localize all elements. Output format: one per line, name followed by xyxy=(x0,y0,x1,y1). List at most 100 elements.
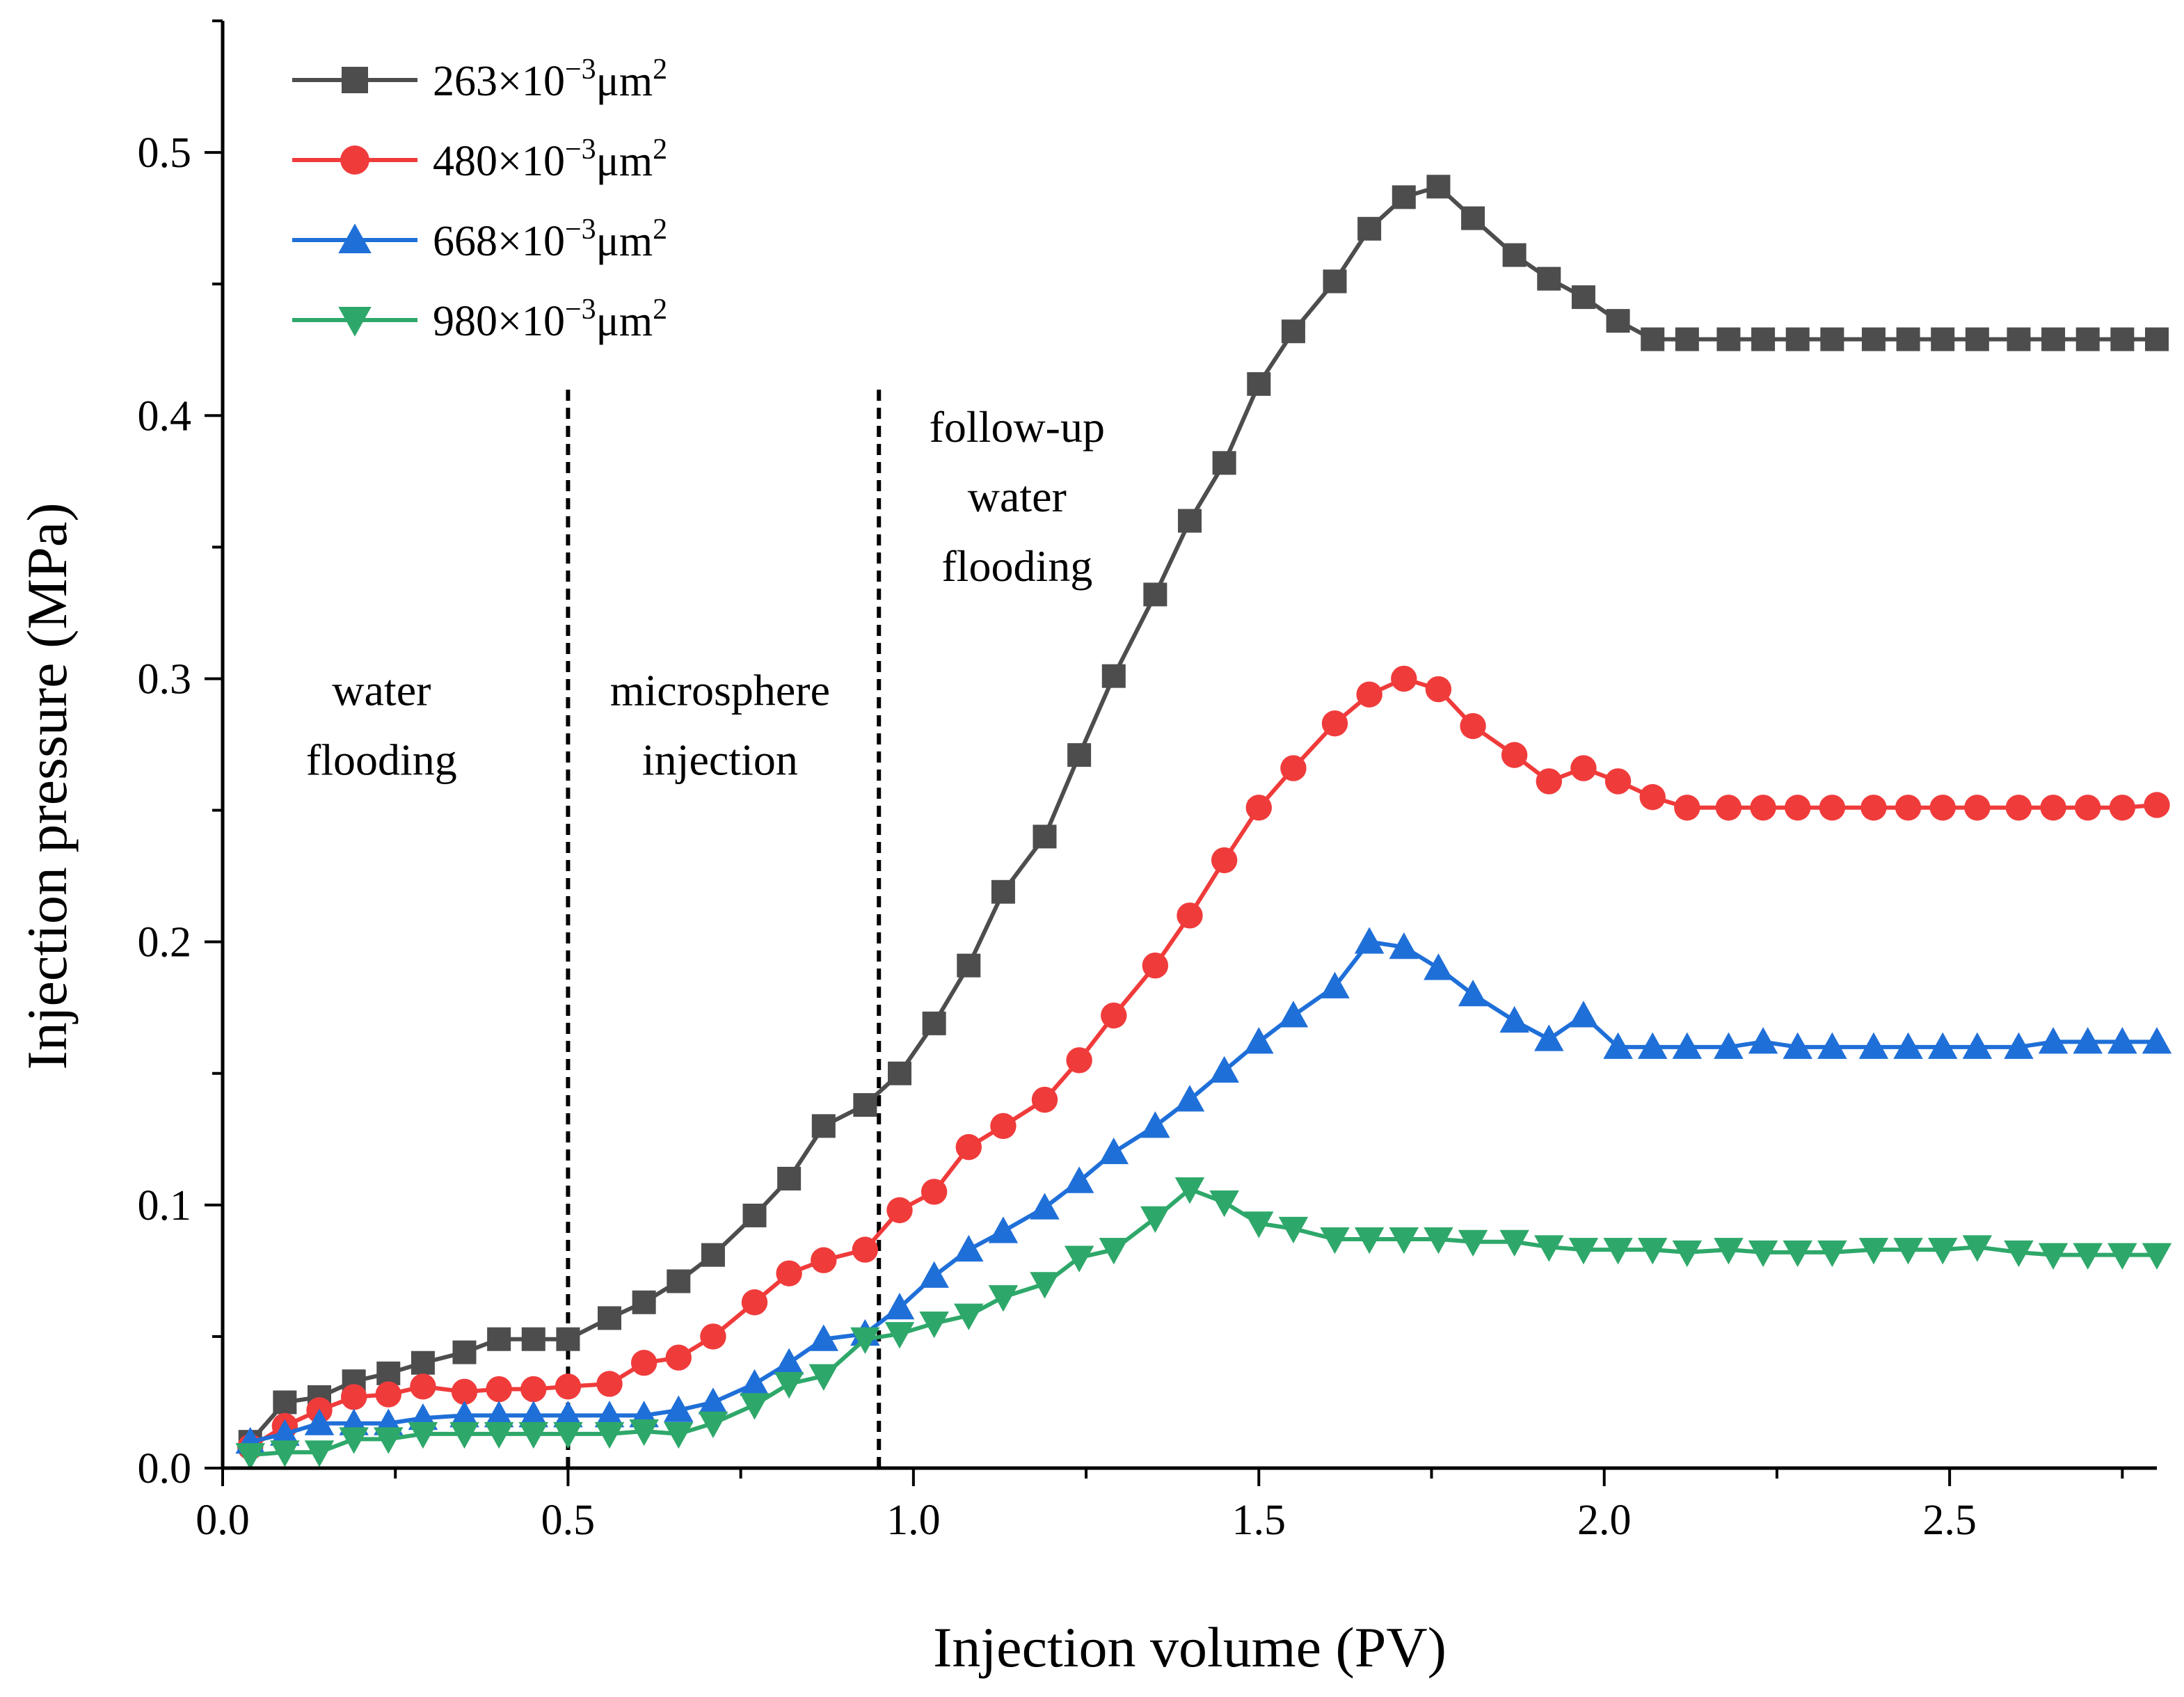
data-point xyxy=(1280,755,1307,781)
data-point xyxy=(919,1261,949,1288)
legend-marker xyxy=(338,223,372,253)
data-point xyxy=(1142,952,1169,979)
legend-entry: 263×10−3μm2 xyxy=(292,54,667,105)
data-point xyxy=(1389,932,1419,959)
data-point xyxy=(1247,372,1271,396)
data-point xyxy=(1174,1177,1205,1204)
data-point xyxy=(1030,1193,1060,1220)
data-point xyxy=(1893,1238,1923,1265)
data-point xyxy=(1603,1238,1633,1265)
data-point xyxy=(811,1114,836,1138)
data-point xyxy=(991,879,1015,904)
data-point xyxy=(1064,1245,1094,1273)
data-point xyxy=(1245,795,1272,821)
data-point xyxy=(518,1401,549,1428)
data-point xyxy=(1858,1032,1889,1059)
data-point xyxy=(374,1427,404,1454)
data-point xyxy=(1570,755,1597,781)
y-tick-label: 0.1 xyxy=(138,1182,192,1229)
data-point xyxy=(1209,1055,1239,1083)
data-point xyxy=(1860,795,1887,821)
data-point xyxy=(1819,795,1846,821)
plot-area xyxy=(235,175,2172,1470)
legend-label: 480×10−3μm2 xyxy=(433,134,667,185)
data-point xyxy=(988,1285,1019,1312)
data-point xyxy=(1748,1027,1778,1054)
data-point xyxy=(922,1011,946,1035)
data-point xyxy=(487,1327,511,1351)
legend-marker xyxy=(338,307,372,337)
data-point xyxy=(1178,509,1202,533)
data-point xyxy=(1392,185,1416,209)
data-point xyxy=(1783,1032,1812,1059)
data-point xyxy=(1067,743,1092,767)
data-point xyxy=(988,1216,1019,1243)
data-point xyxy=(919,1312,949,1339)
data-point xyxy=(598,1306,621,1330)
data-point xyxy=(1031,1086,1058,1113)
data-point xyxy=(411,1351,435,1375)
legend-label: 980×10−3μm2 xyxy=(433,294,667,345)
legend-label: 668×10−3μm2 xyxy=(433,214,667,265)
data-point xyxy=(1820,327,1844,351)
data-point xyxy=(1751,327,1776,351)
data-point xyxy=(2142,1243,2172,1270)
data-point xyxy=(1030,1272,1060,1299)
data-point xyxy=(852,1236,879,1263)
data-point xyxy=(556,1327,580,1351)
stage-label-line: follow-up xyxy=(930,402,1105,452)
data-point xyxy=(1962,1235,1993,1262)
data-point xyxy=(1895,795,1922,821)
data-point xyxy=(1964,795,1991,821)
data-point xyxy=(1244,1211,1274,1238)
data-point xyxy=(701,1243,725,1267)
data-point xyxy=(1033,824,1057,849)
data-point xyxy=(484,1421,514,1449)
axes: 0.0 0.5 1.0 1.5 2.0 2.5 0.0 0.1 0.2 0.3 0.4 0.5 Inje… xyxy=(15,19,2157,1679)
stage-label: water flooding xyxy=(306,665,457,784)
x-axis-title: Injection volume (PV) xyxy=(933,1616,1446,1679)
data-point xyxy=(1320,1227,1350,1254)
data-point xyxy=(853,1093,877,1117)
data-point xyxy=(1714,1238,1744,1265)
data-point xyxy=(1101,664,1126,688)
data-point xyxy=(340,1384,367,1410)
data-point xyxy=(1501,742,1528,768)
data-point xyxy=(1212,451,1236,475)
stage-label: microsphere injection xyxy=(610,665,830,784)
data-point xyxy=(2005,795,2032,821)
data-point xyxy=(2004,1240,2034,1268)
data-point xyxy=(594,1401,625,1428)
data-point xyxy=(1099,1238,1129,1265)
data-point xyxy=(1499,1229,1529,1257)
data-point xyxy=(1391,665,1417,692)
data-point xyxy=(1604,768,1632,795)
data-point xyxy=(555,1373,582,1400)
data-point xyxy=(2038,1027,2069,1054)
data-point xyxy=(2107,1243,2137,1270)
data-point xyxy=(1672,1032,1703,1059)
stage-label-line: flooding xyxy=(941,541,1092,591)
data-point xyxy=(1354,927,1385,954)
data-point xyxy=(1568,1238,1599,1265)
data-point xyxy=(375,1381,401,1408)
data-point xyxy=(594,1421,625,1449)
data-point xyxy=(451,1378,478,1405)
data-point xyxy=(1606,309,1630,333)
data-point xyxy=(884,1322,915,1349)
data-point xyxy=(920,1179,948,1205)
data-point xyxy=(1357,216,1382,241)
data-point xyxy=(957,953,981,978)
data-point xyxy=(1637,1032,1668,1059)
data-point xyxy=(2073,1027,2103,1054)
data-point xyxy=(665,1344,692,1371)
data-point xyxy=(596,1371,623,1397)
data-point xyxy=(698,1411,728,1438)
data-point xyxy=(1321,710,1348,737)
data-point xyxy=(1674,795,1700,821)
stage-label-line: flooding xyxy=(306,735,457,784)
data-point xyxy=(1639,783,1666,811)
x-tick-label: 2.5 xyxy=(1922,1497,1977,1544)
data-point xyxy=(1817,1032,1847,1059)
data-point xyxy=(1603,1032,1633,1059)
